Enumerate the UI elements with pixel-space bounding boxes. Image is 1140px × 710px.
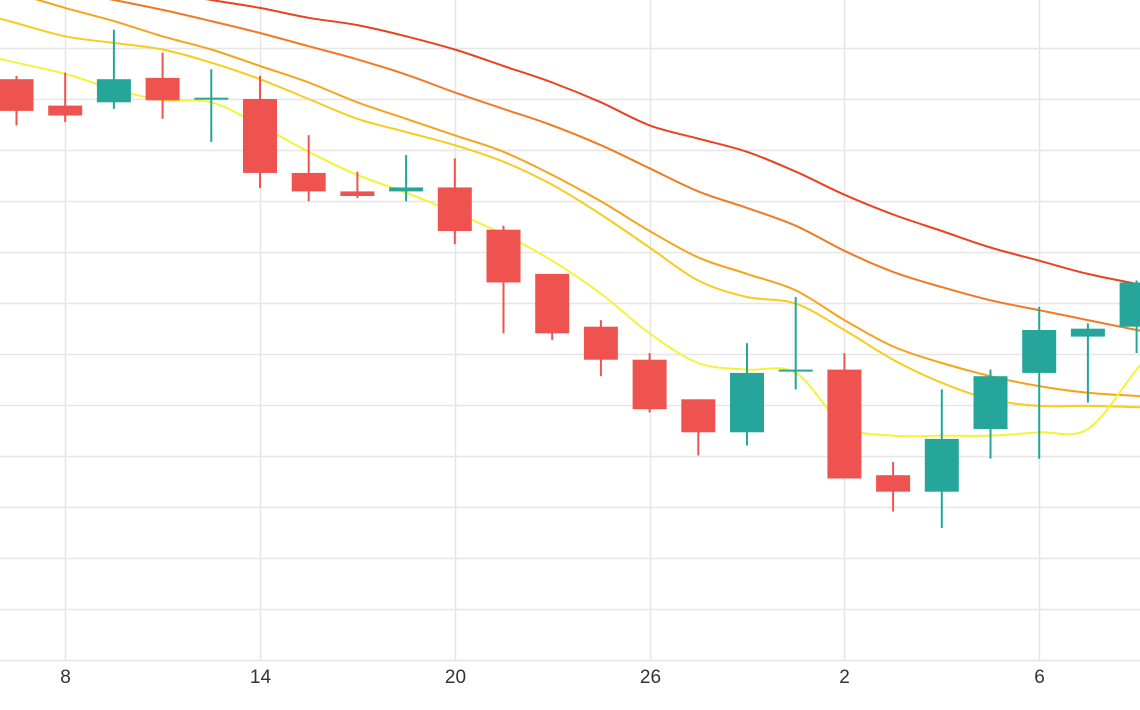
candle xyxy=(973,369,1008,459)
candle-body-down xyxy=(583,326,618,360)
moving-average-line-3 xyxy=(34,0,1140,398)
moving-average-lines xyxy=(0,0,1140,438)
candle-body-up xyxy=(96,79,131,103)
candle-body-up xyxy=(924,438,959,492)
candle-body-down xyxy=(681,399,716,433)
candle-body-down xyxy=(437,187,472,231)
candle-body-down xyxy=(827,369,862,479)
candle-body-up xyxy=(778,369,813,372)
candle xyxy=(96,29,131,109)
x-tick-label: 6 xyxy=(1034,667,1045,688)
candle xyxy=(389,155,424,202)
candle xyxy=(243,75,277,189)
candle-body-up xyxy=(1119,282,1140,327)
moving-average-line-1 xyxy=(205,0,1140,286)
candle xyxy=(437,158,472,245)
candle xyxy=(583,320,618,377)
moving-average-line-2 xyxy=(108,0,1140,332)
candle-body-down xyxy=(340,191,375,197)
candle xyxy=(681,399,716,456)
candle-body-up xyxy=(389,187,424,192)
x-tick-label: 8 xyxy=(60,667,71,688)
candle xyxy=(145,52,180,119)
x-tick-label: 2 xyxy=(839,667,850,688)
candle-body-down xyxy=(243,99,277,173)
candle-body-down xyxy=(145,77,180,101)
moving-average-line-5 xyxy=(0,57,1140,438)
candles xyxy=(0,29,1140,528)
candle-body-down xyxy=(876,475,911,492)
candle-body-down xyxy=(0,79,34,111)
candle xyxy=(632,353,667,413)
candle xyxy=(1022,306,1057,459)
x-axis: 8 14 20 26 2 6 xyxy=(60,667,1045,688)
candle-body-up xyxy=(730,372,764,433)
candle xyxy=(535,273,570,340)
x-tick-label: 14 xyxy=(250,667,272,688)
moving-average-line-4 xyxy=(0,17,1140,409)
candle xyxy=(340,171,375,198)
candle-body-down xyxy=(632,359,667,410)
candle xyxy=(48,72,83,123)
candle-body-up xyxy=(1070,328,1105,337)
candle xyxy=(1070,323,1105,403)
candle-body-up xyxy=(973,376,1008,429)
candle-body-up xyxy=(1022,330,1057,373)
candle-body-down xyxy=(291,172,326,192)
candle xyxy=(924,389,959,528)
candle xyxy=(778,297,813,390)
candle-body-up xyxy=(194,97,229,100)
candle xyxy=(730,343,764,446)
candle xyxy=(1119,280,1140,354)
candle xyxy=(876,462,911,512)
candle xyxy=(486,225,521,334)
x-tick-label: 26 xyxy=(640,667,661,688)
candle xyxy=(291,135,326,202)
candle xyxy=(827,353,862,479)
candle xyxy=(194,69,229,142)
candle-body-down xyxy=(535,273,570,334)
x-tick-label: 20 xyxy=(445,667,466,688)
candle-body-down xyxy=(486,229,521,283)
candle-body-down xyxy=(48,105,83,116)
candle xyxy=(0,75,34,126)
